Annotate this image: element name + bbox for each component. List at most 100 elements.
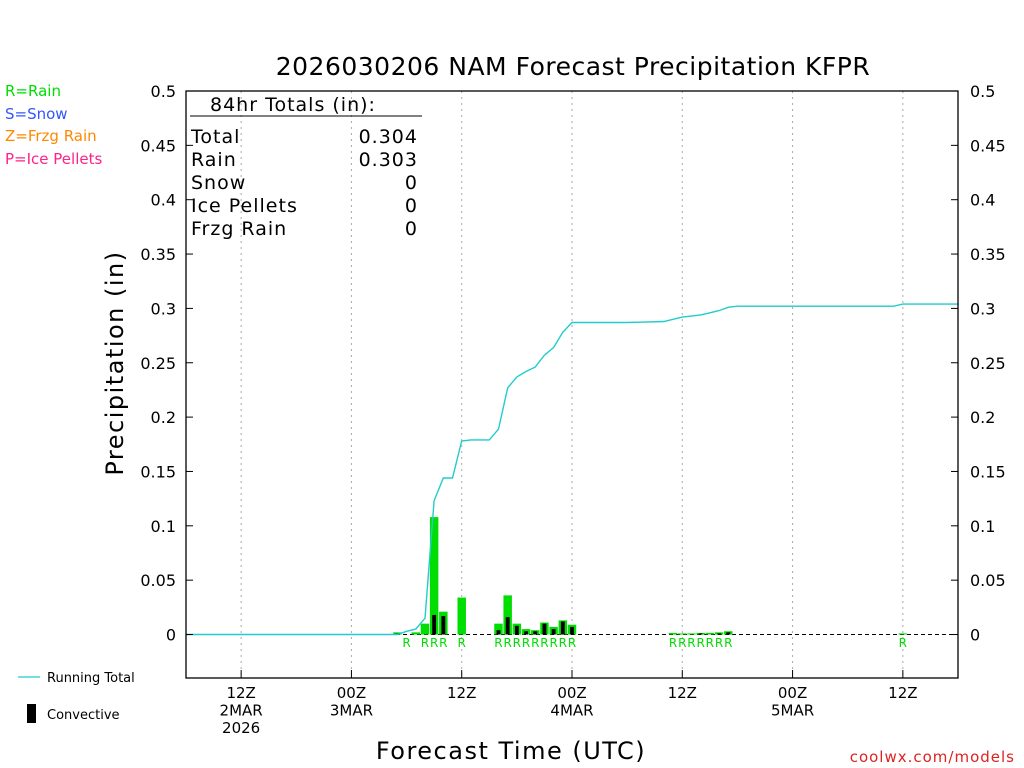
x-tick-label: 00Z	[778, 684, 807, 702]
y-tick-label-left: 0.35	[140, 245, 176, 264]
convective-bar	[726, 632, 731, 635]
grid-layer	[186, 91, 958, 678]
ptype-label: R	[696, 636, 704, 650]
ptype-label: R	[724, 636, 732, 650]
x-tick-label: 5MAR	[771, 702, 814, 720]
rain-bar	[429, 517, 439, 635]
x-tick-label: 00Z	[557, 684, 586, 702]
legend-snow: S=Snow	[5, 105, 68, 123]
legend-ice-pellets: P=Ice Pellets	[5, 150, 102, 168]
rain-bar	[411, 632, 420, 635]
convective-legend-label: Convective	[47, 708, 120, 723]
convective-bar	[698, 633, 703, 635]
convective-bar	[432, 614, 437, 635]
y-tick-label-right: 0.15	[970, 462, 1006, 481]
ptype-label: R	[559, 636, 567, 650]
convective-bar	[524, 631, 528, 635]
convective-bar	[551, 629, 556, 635]
totals-value: 0	[405, 195, 418, 217]
totals-value: 0	[405, 218, 418, 240]
x-tick-label: 3MAR	[330, 702, 373, 720]
convective-bar	[496, 630, 501, 635]
totals-header: 84hr Totals (in):	[210, 94, 376, 116]
y-tick-label-right: 0.5	[970, 82, 995, 101]
y-axis-label: Precipitation (in)	[101, 250, 129, 475]
ptype-legend: R=Rain S=Snow Z=Frzg Rain P=Ice Pellets	[5, 82, 102, 168]
y-tick-label-left: 0.05	[140, 571, 176, 590]
y-tick-label-right: 0	[970, 626, 980, 645]
ptype-label: R	[706, 636, 714, 650]
rain-bar	[668, 632, 678, 635]
totals-box: 84hr Totals (in): Total 0.304 Rain 0.303 Sno…	[190, 94, 422, 240]
x-tick-label: 12Z	[447, 684, 476, 702]
x-tick-label: 12Z	[668, 684, 697, 702]
x-tick-label: 4MAR	[550, 702, 593, 720]
ptype-label: R	[522, 636, 530, 650]
legend-rain: R=Rain	[5, 82, 61, 100]
series-legend: Running Total Convective	[18, 671, 135, 723]
ptype-label: R	[430, 636, 438, 650]
ptype-label: R	[531, 636, 539, 650]
y-tick-label-left: 0.45	[140, 136, 176, 155]
x-tick-label: 12Z	[888, 684, 917, 702]
ptype-label: R	[669, 636, 677, 650]
y-tick-label-right: 0.25	[970, 354, 1006, 373]
convective-bar	[533, 631, 538, 635]
credit-text: coolwx.com/models	[850, 748, 1015, 766]
rain-bar	[898, 633, 908, 635]
convective-bar	[717, 633, 721, 635]
y-tick-label-left: 0.25	[140, 354, 176, 373]
ptype-label: R	[439, 636, 447, 650]
y-tick-label-right: 0.05	[970, 571, 1006, 590]
rain-bar	[503, 595, 512, 635]
rain-bar	[705, 632, 715, 635]
totals-value: 0	[405, 172, 418, 194]
convective-legend-swatch	[27, 704, 36, 723]
ptype-label: R	[402, 636, 410, 650]
convective-bar	[542, 623, 547, 635]
convective-bar	[560, 621, 565, 635]
totals-rows: Total 0.304 Rain 0.303 Snow 0 Ice Pellets 0 Frzg…	[190, 126, 418, 240]
totals-value: 0.303	[359, 149, 418, 171]
ptype-label: R	[687, 636, 695, 650]
ptype-label: R	[678, 636, 686, 650]
ptype-label: R	[540, 636, 548, 650]
y-tick-label-right: 0.4	[970, 191, 995, 210]
totals-value: 0.304	[359, 126, 418, 148]
totals-label: Total	[190, 126, 240, 148]
y-tick-label-left: 0.4	[151, 191, 176, 210]
running-total-line	[186, 303, 958, 636]
rain-bar	[494, 623, 503, 635]
line-layer	[186, 303, 958, 636]
rain-bar	[687, 633, 696, 635]
x-axis-label: Forecast Time (UTC)	[376, 737, 646, 765]
y-tick-label-left: 0.15	[140, 462, 176, 481]
y-tick-label-right: 0.35	[970, 245, 1006, 264]
y-tick-label-left: 0.2	[151, 408, 176, 427]
chart-title: 2026030206 NAM Forecast Precipitation KF…	[276, 52, 871, 81]
ptype-label: R	[568, 636, 576, 650]
y-tick-label-right: 0.2	[970, 408, 995, 427]
ptype-label: R	[494, 636, 502, 650]
convective-bar	[514, 625, 519, 635]
totals-label: Ice Pellets	[191, 195, 298, 217]
ptype-label: R	[458, 636, 466, 650]
y-tick-label-right: 0.3	[970, 299, 995, 318]
ptype-label: R	[715, 636, 723, 650]
totals-label: Rain	[191, 149, 237, 171]
axis-layer: 0 00.05 0.050.1 0.10.15 0.150.2 0.20.25 0.250.…	[140, 82, 1005, 737]
rain-bar	[420, 623, 430, 635]
legend-frzg-rain: Z=Frzg Rain	[5, 127, 97, 145]
y-tick-label-right: 0.45	[970, 136, 1006, 155]
bar-layer	[393, 517, 908, 635]
x-tick-label: 12Z	[226, 684, 255, 702]
x-tick-label: 2MAR	[220, 702, 263, 720]
x-tick-label: 2026	[222, 719, 260, 737]
running-total-legend-label: Running Total	[47, 671, 135, 686]
ptype-label: R	[503, 636, 511, 650]
convective-bar	[441, 616, 446, 635]
x-tick-label: 00Z	[337, 684, 366, 702]
y-tick-label-left: 0.3	[151, 299, 176, 318]
